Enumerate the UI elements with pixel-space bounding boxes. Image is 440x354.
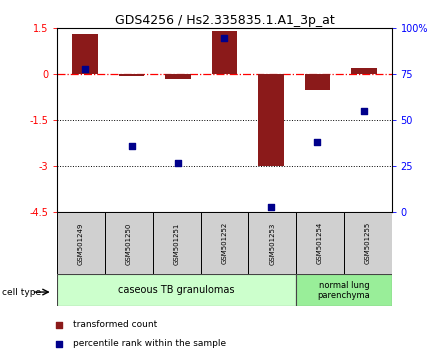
Text: normal lung
parenchyma: normal lung parenchyma [317,281,370,300]
Polygon shape [201,212,248,274]
Polygon shape [248,212,296,274]
Text: GSM501249: GSM501249 [78,222,84,264]
Polygon shape [57,212,105,274]
Bar [57,274,296,306]
Bar [119,74,144,76]
Title: GDS4256 / Hs2.335835.1.A1_3p_at: GDS4256 / Hs2.335835.1.A1_3p_at [114,14,334,27]
Text: GSM501252: GSM501252 [221,222,227,264]
Point [360,108,367,114]
Text: GSM501255: GSM501255 [365,222,371,264]
Polygon shape [344,212,392,274]
Bar [351,68,377,74]
Text: percentile rank within the sample: percentile rank within the sample [73,339,226,348]
Point [268,204,275,210]
Text: caseous TB granulomas: caseous TB granulomas [118,285,235,295]
Bar [72,34,98,74]
Point [56,322,63,327]
Point [314,139,321,145]
Bar [165,74,191,79]
Point [81,66,88,72]
Polygon shape [105,212,153,274]
Point [56,341,63,347]
Polygon shape [296,212,344,274]
Text: transformed count: transformed count [73,320,157,329]
Text: GSM501251: GSM501251 [174,222,180,264]
Point [221,35,228,40]
Bar [304,74,330,90]
Text: GSM501250: GSM501250 [126,222,132,264]
Text: GSM501253: GSM501253 [269,222,275,264]
Text: cell type: cell type [2,287,41,297]
Polygon shape [153,212,201,274]
Bar [212,32,237,74]
Point [128,143,135,149]
Point [174,160,181,166]
Text: GSM501254: GSM501254 [317,222,323,264]
Bar [258,74,284,166]
Bar [296,274,392,306]
